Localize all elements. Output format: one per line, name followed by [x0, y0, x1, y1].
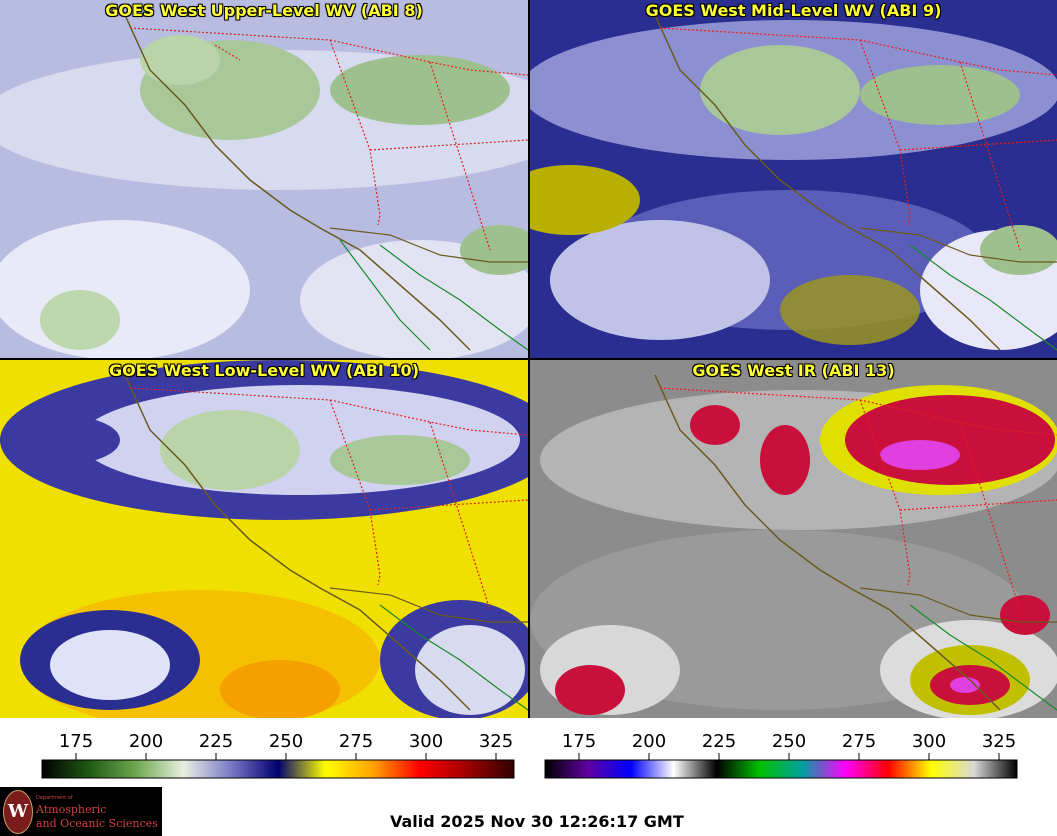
logo-line-atmospheric: Atmospheric: [36, 803, 107, 816]
colorbar-tick-label: 200: [632, 731, 666, 752]
low-level-wv-image: [0, 360, 528, 718]
colorbar-tick-label: 275: [842, 731, 876, 752]
colorbar-tick-label: 175: [562, 731, 596, 752]
logo-line-department: Department of: [36, 795, 73, 801]
ir-panel: GOES West IR (ABI 13): [530, 360, 1057, 718]
colorbar-tick-label: 225: [702, 731, 736, 752]
upper-level-wv-image: [0, 0, 528, 358]
colorbar-tick-label: 300: [912, 731, 946, 752]
mid-level-wv-image: [530, 0, 1057, 358]
ir-colorbar: 175 200 225 250 275 300 325: [543, 726, 1019, 782]
ir-image: [530, 360, 1057, 718]
colorbar-tick-label: 325: [982, 731, 1016, 752]
wv-colorbar-svg: 175 200 225 250 275 300 325: [41, 731, 515, 779]
upper-level-wv-panel: GOES West Upper-Level WV (ABI 8): [0, 0, 528, 358]
wv-colorbar: 175 200 225 250 275 300 325: [40, 726, 516, 782]
logo-line-oceanic: and Oceanic Sciences: [36, 817, 158, 830]
colorbar-tick-label: 225: [199, 731, 233, 752]
colorbar-tick-label: 200: [129, 731, 163, 752]
valid-time: Valid 2025 Nov 30 12:26:17 GMT: [390, 812, 684, 831]
mid-level-wv-panel: GOES West Mid-Level WV (ABI 9): [530, 0, 1057, 358]
colorbar-tick-label: 175: [59, 731, 93, 752]
colorbar-tick-label: 250: [772, 731, 806, 752]
colorbar-tick-label: 250: [269, 731, 303, 752]
ir-colorbar-svg: 175 200 225 250 275 300 325: [544, 731, 1018, 779]
uw-seal-icon: W: [3, 790, 33, 834]
colorbar-tick-label: 325: [479, 731, 513, 752]
low-level-wv-panel: GOES West Low-Level WV (ABI 10): [0, 360, 528, 718]
aos-logo: W Department of Atmospheric and Oceanic …: [0, 787, 162, 836]
colorbar-tick-label: 275: [339, 731, 373, 752]
panel-divider-horizontal: [0, 358, 1057, 360]
colorbar-tick-label: 300: [409, 731, 443, 752]
